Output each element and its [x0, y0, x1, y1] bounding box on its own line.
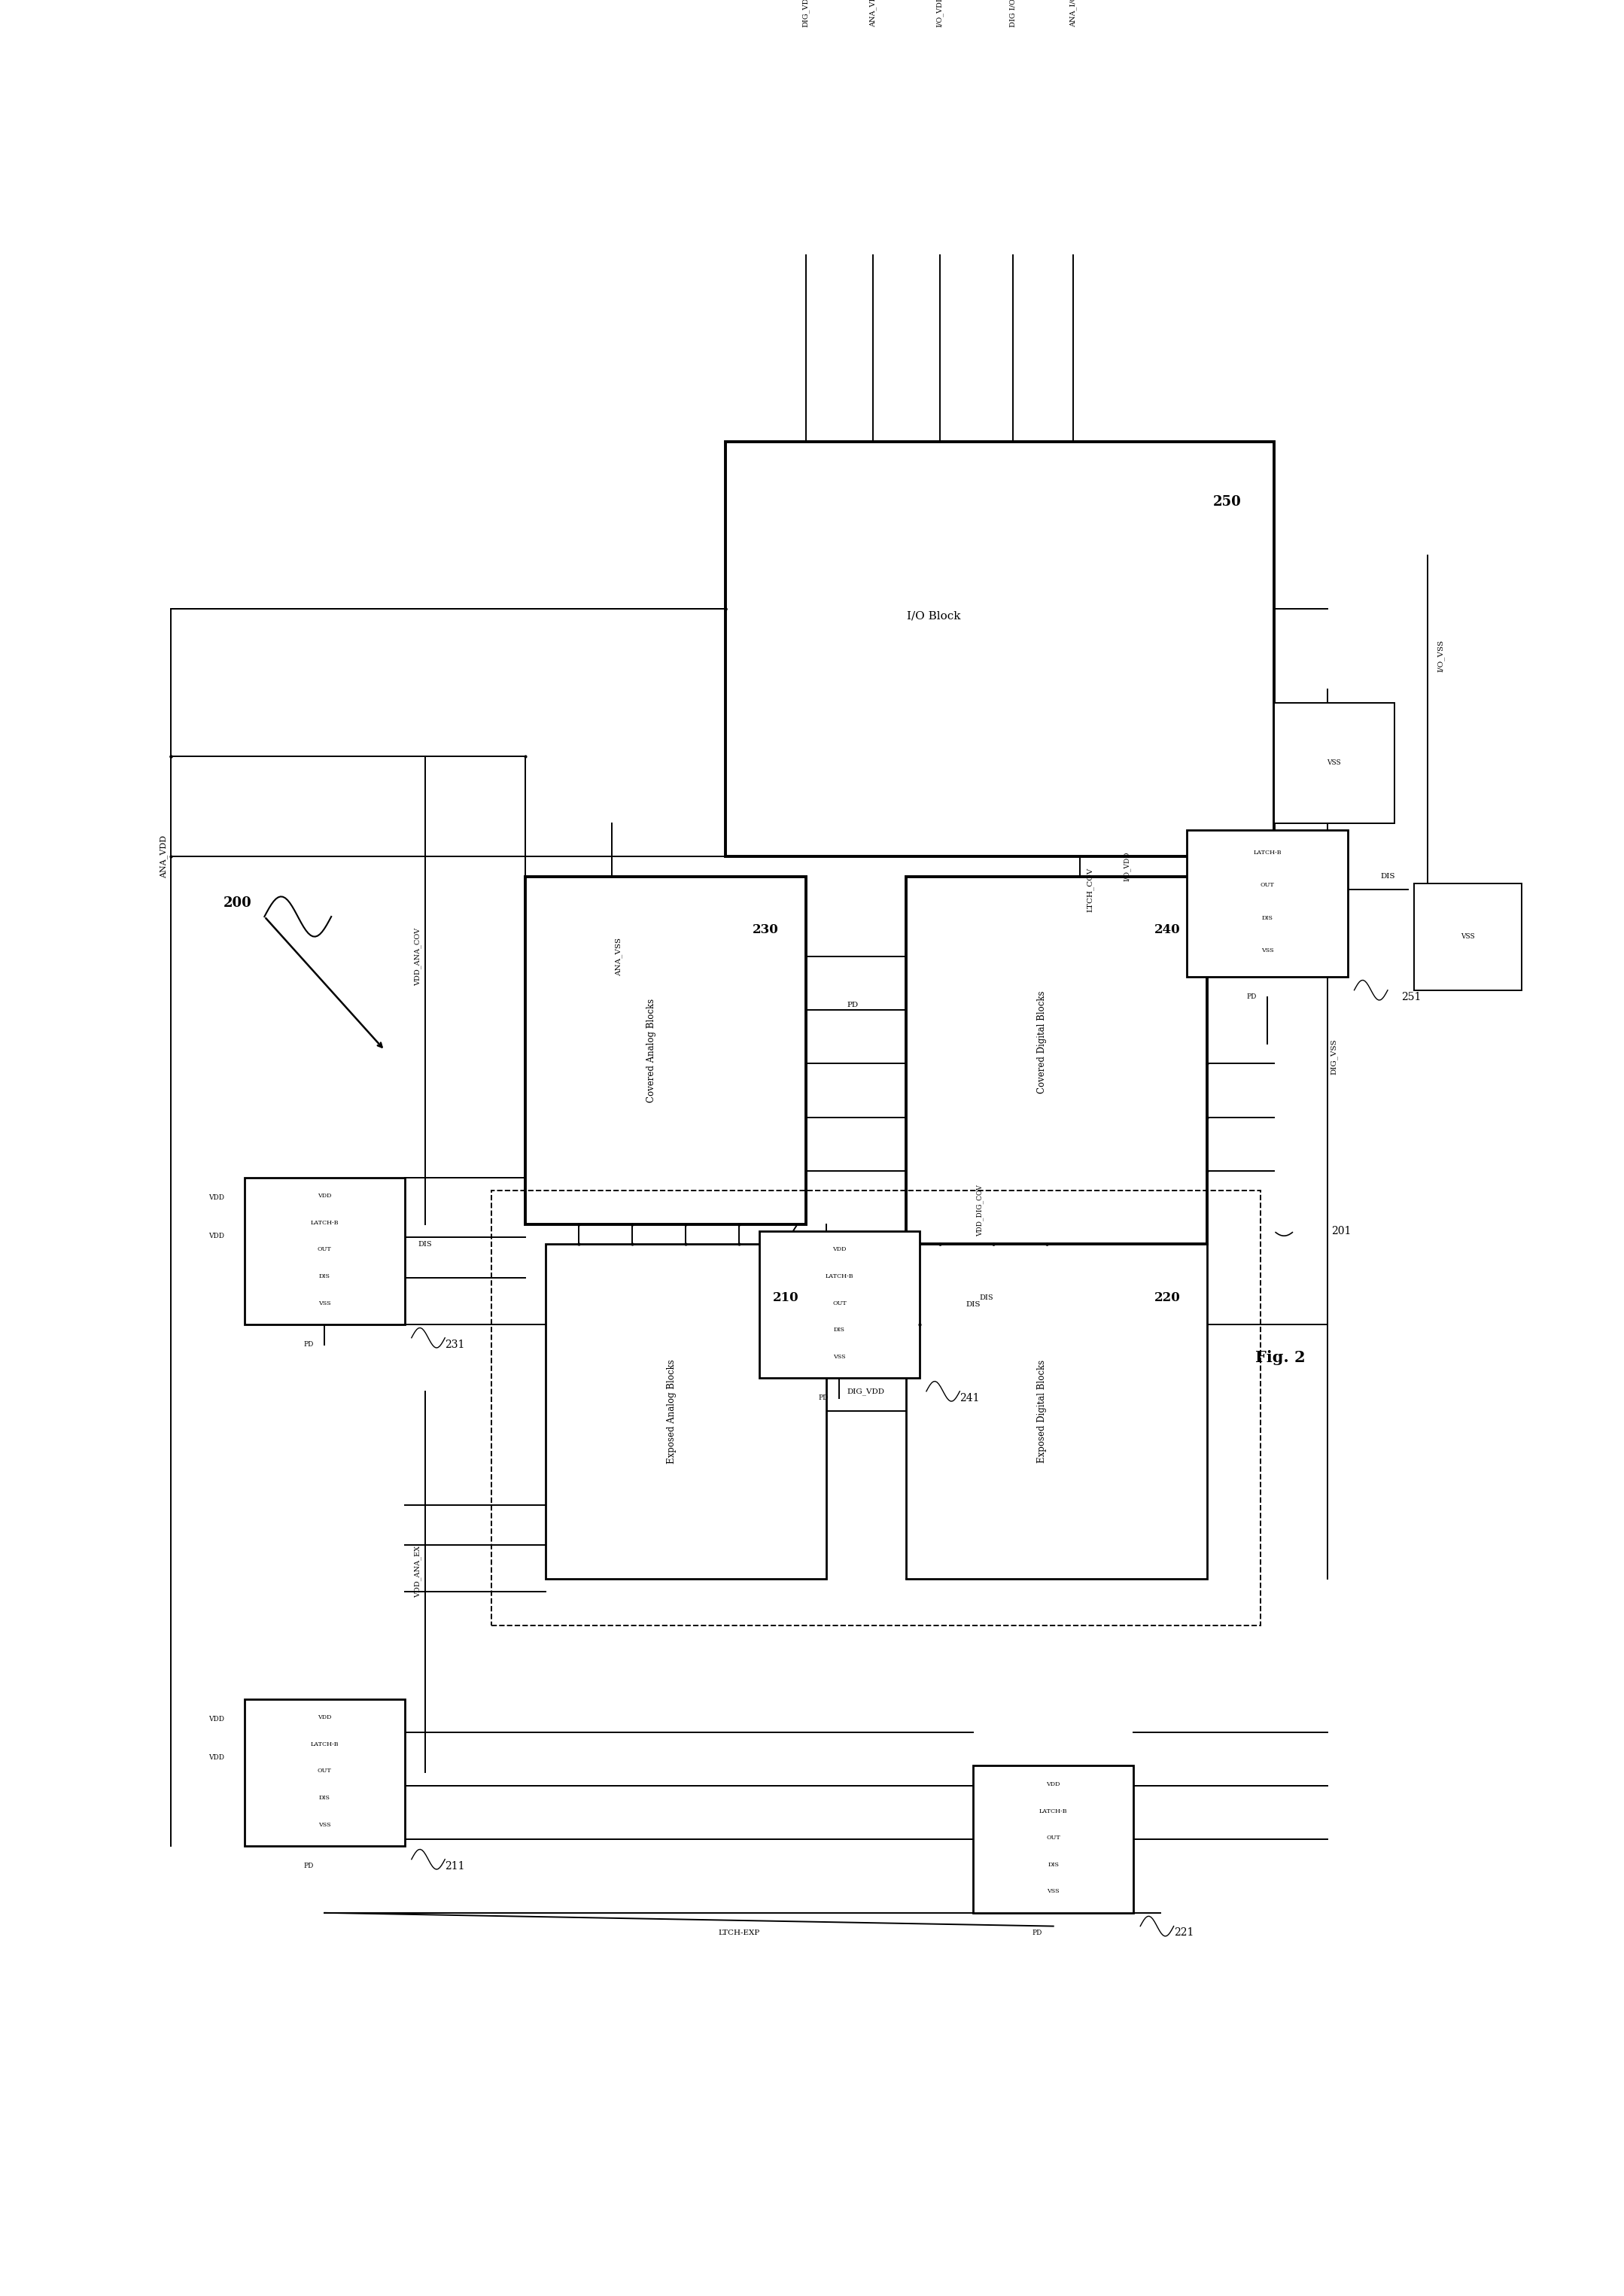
Text: VDD: VDD [208, 1194, 224, 1201]
Text: DIS: DIS [966, 1302, 981, 1309]
Text: 210: 210 [773, 1290, 799, 1304]
Bar [1415, 884, 1522, 990]
Text: DIG_VSS: DIG_VSS [1330, 1040, 1338, 1075]
Text: 201: 201 [1332, 1226, 1351, 1235]
Bar [758, 1231, 919, 1378]
Bar [244, 1178, 404, 1325]
Text: DIG_VDD/VSS: DIG_VDD/VSS [802, 0, 810, 28]
Text: VDD: VDD [208, 1715, 224, 1722]
Bar [525, 877, 806, 1224]
Text: 231: 231 [445, 1339, 464, 1350]
Text: OUT: OUT [1260, 882, 1275, 889]
Text: ANA_VDD/VSS: ANA_VDD/VSS [869, 0, 877, 28]
Text: DIS: DIS [979, 1295, 994, 1302]
Text: OUT: OUT [833, 1300, 846, 1306]
Text: 220: 220 [1155, 1290, 1181, 1304]
Text: PD: PD [304, 1341, 313, 1348]
Text: VSS: VSS [318, 1300, 331, 1306]
Text: 241: 241 [960, 1394, 979, 1403]
Bar [244, 1699, 404, 1846]
Text: Fig. 2: Fig. 2 [1255, 1350, 1306, 1366]
Text: 200: 200 [224, 895, 252, 909]
Text: Exposed Analog Blocks: Exposed Analog Blocks [667, 1359, 677, 1463]
Text: Exposed Digital Blocks: Exposed Digital Blocks [1036, 1359, 1046, 1463]
Text: ANA_VSS: ANA_VSS [615, 937, 622, 976]
Text: VDD: VDD [1046, 1782, 1060, 1789]
Bar [546, 1244, 827, 1580]
Text: LATCH-B: LATCH-B [310, 1740, 339, 1747]
Text: VSS: VSS [1047, 1887, 1059, 1894]
Text: I/O Block: I/O Block [908, 611, 961, 622]
Text: LTCH-EXP: LTCH-EXP [718, 1929, 760, 1936]
Text: ANA_I/O: ANA_I/O [1070, 0, 1077, 28]
Text: PD: PD [848, 1001, 859, 1008]
Bar [906, 877, 1207, 1244]
Text: VSS: VSS [1262, 948, 1273, 953]
Text: I/O_VDD/VSS: I/O_VDD/VSS [935, 0, 944, 28]
Text: ANA_VDD: ANA_VDD [161, 836, 169, 877]
Text: VSS: VSS [1462, 932, 1475, 939]
Text: 251: 251 [1402, 992, 1421, 1001]
Text: PD: PD [304, 1862, 313, 1869]
Text: OUT: OUT [318, 1247, 331, 1254]
Text: LATCH-B: LATCH-B [310, 1219, 339, 1226]
Text: VSS: VSS [833, 1355, 846, 1359]
Text: LATCH-B: LATCH-B [825, 1274, 854, 1279]
Bar [906, 1244, 1207, 1580]
Text: VDD_DIG_COV: VDD_DIG_COV [976, 1185, 984, 1238]
Text: PD: PD [1246, 994, 1257, 1001]
Text: DIS: DIS [1380, 872, 1395, 879]
Text: VDD: VDD [833, 1247, 846, 1254]
Text: VDD: VDD [208, 1754, 224, 1761]
Text: LATCH-B: LATCH-B [1039, 1809, 1067, 1814]
Text: 221: 221 [1174, 1929, 1194, 1938]
Text: DIS: DIS [318, 1274, 330, 1279]
Text: LATCH-B: LATCH-B [1254, 850, 1281, 856]
Bar [973, 1766, 1134, 1913]
Bar [726, 441, 1273, 856]
Text: VDD: VDD [318, 1194, 331, 1199]
Text: PD: PD [818, 1394, 828, 1401]
Bar [1187, 829, 1348, 976]
Text: PD: PD [1033, 1929, 1043, 1936]
Text: OUT: OUT [1046, 1835, 1060, 1841]
Text: 211: 211 [445, 1860, 464, 1871]
Text: I/O_VDD: I/O_VDD [1124, 852, 1130, 882]
Text: DIS: DIS [318, 1795, 330, 1800]
Text: DIS: DIS [417, 1240, 432, 1247]
Text: LTCH_COV: LTCH_COV [1086, 868, 1095, 912]
Text: VDD: VDD [318, 1715, 331, 1720]
Text: VDD_ANA_COV: VDD_ANA_COV [414, 928, 422, 985]
Text: DIS: DIS [1262, 914, 1273, 921]
Text: OUT: OUT [318, 1768, 331, 1775]
Text: VDD: VDD [208, 1233, 224, 1240]
Text: Covered Digital Blocks: Covered Digital Blocks [1036, 990, 1046, 1093]
Text: 230: 230 [754, 923, 780, 937]
Text: 240: 240 [1155, 923, 1181, 937]
Text: DIS: DIS [833, 1327, 844, 1332]
Bar [492, 1192, 1260, 1626]
Text: VSS: VSS [318, 1821, 331, 1828]
Bar [1273, 703, 1395, 822]
Text: VSS: VSS [1327, 760, 1341, 767]
Text: DIG_VDD: DIG_VDD [848, 1387, 885, 1396]
Text: DIS: DIS [1047, 1862, 1059, 1867]
Text: DIG I/O: DIG I/O [1010, 0, 1017, 28]
Text: 250: 250 [1213, 496, 1241, 510]
Text: VDD_ANA_EX: VDD_ANA_EX [414, 1545, 422, 1598]
Text: I/O_VSS: I/O_VSS [1437, 641, 1445, 673]
Text: Covered Analog Blocks: Covered Analog Blocks [646, 999, 656, 1102]
